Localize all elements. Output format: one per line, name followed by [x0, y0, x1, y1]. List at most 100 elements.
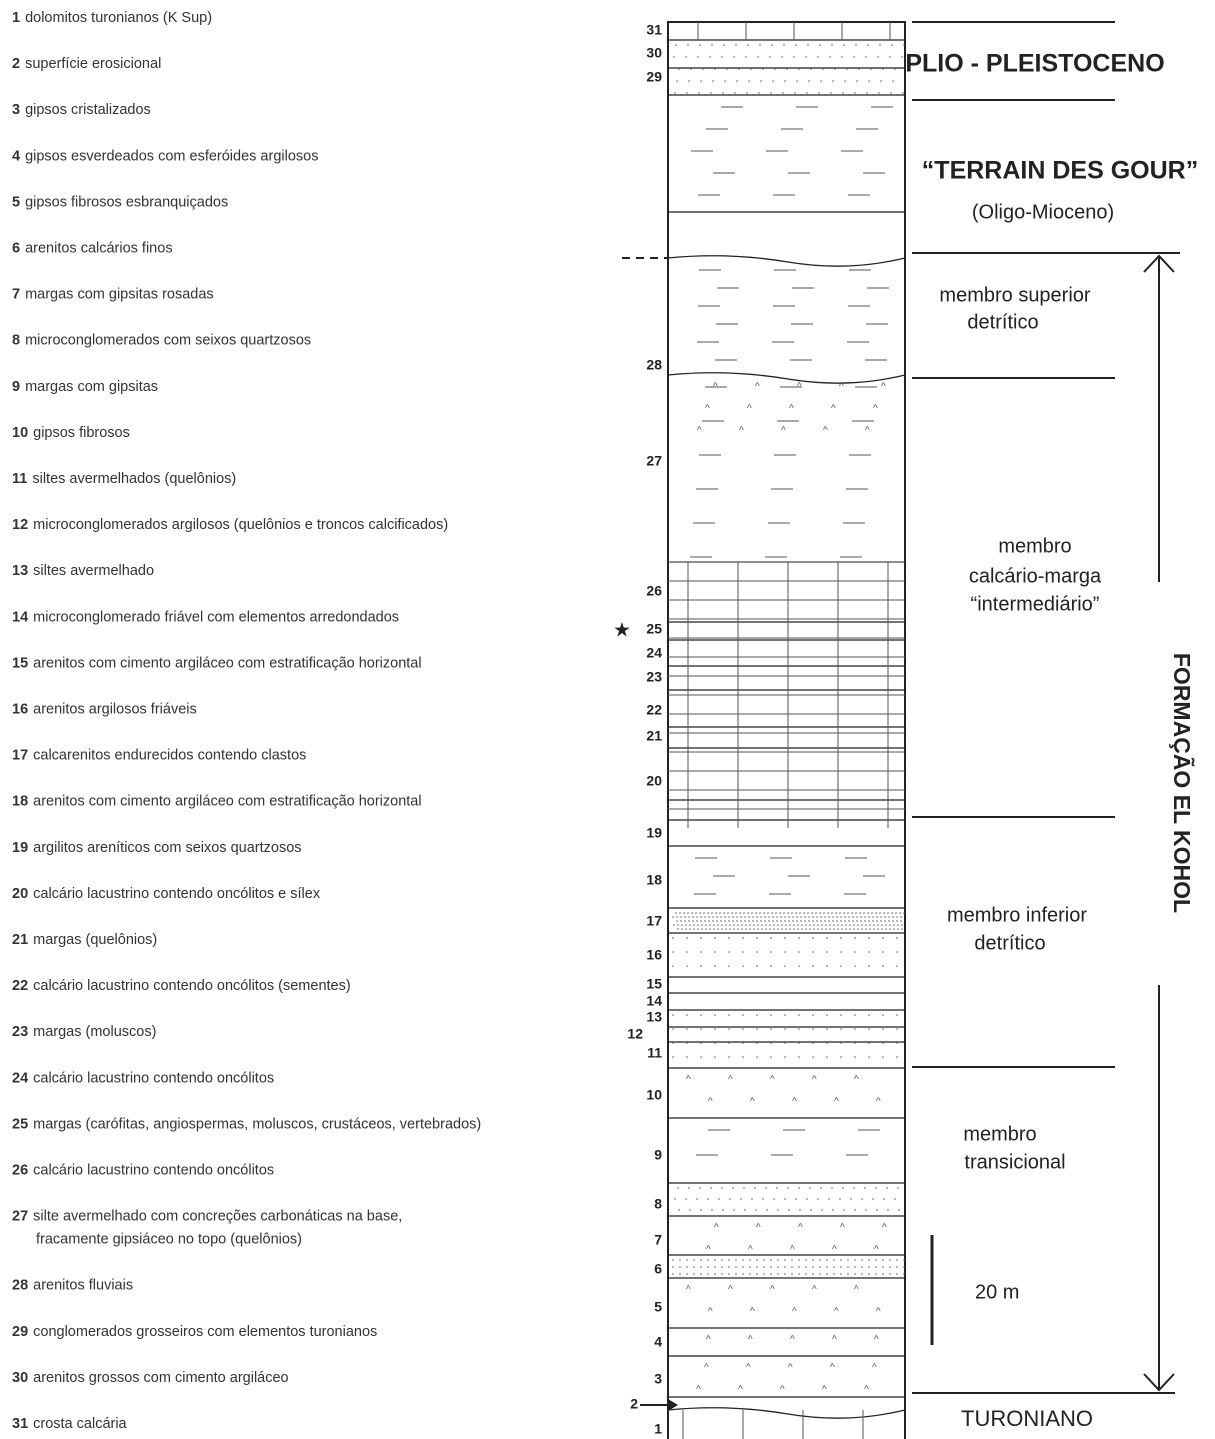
sand-dot [796, 80, 798, 82]
sand-dot [756, 1056, 758, 1058]
sand-dot [742, 1014, 744, 1016]
sand-dot [696, 920, 698, 922]
sand-dot [784, 1028, 786, 1030]
sand-dot [817, 1198, 819, 1200]
sand-dot [714, 965, 716, 967]
sand-dot [753, 928, 755, 930]
legend-text: margas com gipsitas [25, 379, 158, 395]
sand-dot [753, 924, 755, 926]
gypsum-mark: ^ [756, 1223, 761, 1234]
legend-number: 5 [12, 194, 20, 210]
sand-dot [722, 1209, 724, 1211]
member-label: membro [998, 535, 1071, 557]
sand-dot [873, 924, 875, 926]
sand-dot [793, 928, 795, 930]
sand-dot [831, 1187, 833, 1189]
sand-dot [750, 68, 752, 70]
sand-dot [896, 1259, 898, 1261]
sand-dot [714, 68, 716, 70]
member-label: detrítico [967, 311, 1038, 333]
sand-dot [791, 912, 793, 914]
sand-dot [685, 56, 687, 58]
sand-dot [697, 928, 699, 930]
sand-dot [728, 965, 730, 967]
sand-dot [686, 937, 688, 939]
layer-number: 19 [646, 825, 662, 841]
sand-dot [760, 916, 762, 918]
sand-dot [728, 1014, 730, 1016]
legend-text: gipsos fibrosos [33, 425, 130, 441]
sand-dot [677, 1187, 679, 1189]
sand-dot [868, 1056, 870, 1058]
sand-dot [785, 928, 787, 930]
sand-dot [885, 924, 887, 926]
gypsum-mark: ^ [686, 1285, 691, 1296]
legend-number: 13 [12, 563, 28, 579]
sand-dot [752, 920, 754, 922]
sand-dot [744, 1209, 746, 1211]
gypsum-mark: ^ [686, 1075, 691, 1086]
sand-dot [755, 912, 757, 914]
sand-dot [747, 912, 749, 914]
sand-dot [700, 80, 702, 82]
sand-dot [800, 920, 802, 922]
sand-dot [672, 965, 674, 967]
sand-dot [764, 916, 766, 918]
sand-dot [751, 912, 753, 914]
sand-dot [707, 912, 709, 914]
sand-dot [749, 1273, 751, 1275]
layer-number: 9 [654, 1147, 662, 1163]
sand-dot [889, 1266, 891, 1268]
sand-dot [851, 912, 853, 914]
sand-dot [857, 924, 859, 926]
sand-dot [882, 965, 884, 967]
sand-dot [849, 928, 851, 930]
sand-dot [713, 924, 715, 926]
sand-dot [777, 1259, 779, 1261]
sand-dot [812, 951, 814, 953]
gypsum-mark: ^ [873, 404, 878, 415]
sand-dot [728, 937, 730, 939]
sand-dot [679, 1273, 681, 1275]
sand-dot [855, 44, 857, 46]
sand-dot [887, 912, 889, 914]
unit-rules [912, 22, 1180, 1393]
sand-dot [868, 937, 870, 939]
sand-dot [877, 924, 879, 926]
sand-dot [854, 965, 856, 967]
sand-dot [776, 916, 778, 918]
sand-dot [720, 920, 722, 922]
sand-dot [803, 912, 805, 914]
sand-dot [748, 80, 750, 82]
sand-dot [784, 1273, 786, 1275]
sand-dot [742, 1042, 744, 1044]
sand-dot [728, 951, 730, 953]
sand-dot [777, 924, 779, 926]
gypsum-mark: ^ [708, 1307, 713, 1318]
sand-dot [812, 1014, 814, 1016]
sand-dot [812, 1273, 814, 1275]
sand-dot [826, 1273, 828, 1275]
sand-dot [798, 1014, 800, 1016]
sand-dot [840, 1266, 842, 1268]
sand-dot [745, 928, 747, 930]
legend-item: 9margas com gipsitas [12, 379, 158, 395]
sand-dot [796, 920, 798, 922]
sand-dot [868, 1259, 870, 1261]
sand-dot [689, 928, 691, 930]
sand-dot [721, 1266, 723, 1268]
sand-dot [700, 951, 702, 953]
sand-dot [889, 924, 891, 926]
sand-dot [883, 912, 885, 914]
legend-number: 11 [12, 471, 27, 487]
legend-number: 15 [12, 655, 28, 671]
member-label: “intermediário” [971, 593, 1100, 615]
sand-dot [692, 916, 694, 918]
sand-dot [770, 1014, 772, 1016]
sand-dot [708, 920, 710, 922]
sand-dot [770, 1266, 772, 1268]
sand-dot [854, 1266, 856, 1268]
sand-dot [820, 1187, 822, 1189]
sand-dot [733, 56, 735, 58]
sand-dot [714, 1056, 716, 1058]
